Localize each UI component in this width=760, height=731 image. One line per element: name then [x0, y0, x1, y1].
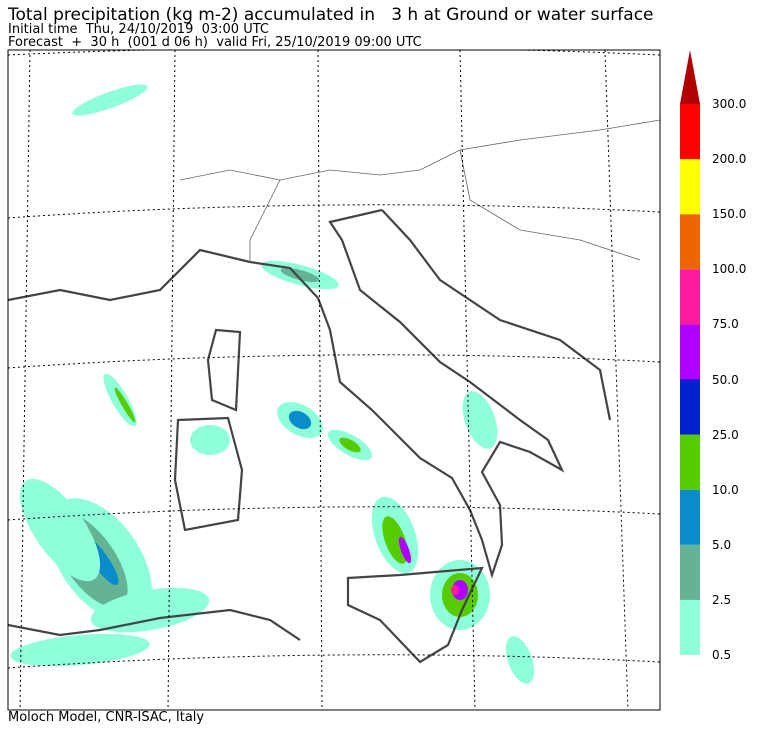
initial-time: Initial time Thu, 24/10/2019 03:00 UTC — [8, 22, 269, 37]
precipitation-area — [280, 267, 320, 283]
colorbar-segment — [680, 269, 700, 325]
colorbar-label: 200.0 — [712, 152, 747, 167]
colorbar-segment — [680, 214, 700, 270]
colorbar-label: 50.0 — [712, 372, 739, 387]
colorbar-segment — [680, 434, 700, 490]
colorbar-segment — [680, 104, 700, 160]
precipitation-area — [288, 410, 312, 430]
colorbar-label: 25.0 — [712, 427, 739, 442]
sicily-coastline — [346, 566, 484, 664]
map-frame — [7, 49, 661, 711]
colorbar-label: 0.5 — [712, 648, 732, 662]
colorbar-segment — [680, 599, 700, 655]
precipitation-area — [339, 437, 361, 453]
colorbar-segment — [680, 159, 700, 215]
precipitation-area — [10, 633, 150, 667]
precipitation-area — [505, 636, 535, 684]
graticule — [8, 50, 660, 710]
borders — [179, 119, 660, 262]
colorbar-label: 75.0 — [712, 317, 739, 332]
colorbar-segment — [680, 324, 700, 380]
precipitation-area — [90, 587, 210, 633]
sardinia-coastline — [173, 416, 244, 532]
corsica-coastline — [206, 328, 242, 412]
precipitation-area — [398, 536, 412, 564]
precipitation-area — [19, 478, 101, 582]
colorbar-label: 2.5 — [712, 592, 732, 607]
africa-coastline — [8, 608, 301, 641]
colorbar-extend-arrow — [680, 50, 700, 104]
colorbar-label: 100.0 — [712, 262, 747, 277]
precipitation-field — [10, 84, 535, 684]
colorbar-segment — [680, 489, 700, 545]
coastlines — [8, 208, 612, 664]
colorbar-label: 10.0 — [712, 482, 739, 497]
precipitation-area — [451, 585, 459, 595]
france-coastline — [8, 248, 251, 302]
precipitation-area — [462, 391, 498, 449]
colorbar — [680, 50, 700, 655]
precipitation-area — [114, 387, 136, 423]
colorbar-segment — [680, 379, 700, 435]
italy-coastline — [249, 208, 565, 579]
precipitation-area — [452, 580, 468, 600]
precipitation-area — [382, 516, 408, 564]
colorbar-segment — [680, 544, 700, 600]
map-title: Total precipitation (kg m-2) accumulated… — [8, 5, 654, 25]
balkan-coastline — [381, 209, 612, 421]
forecast-time: Forecast + 30 h (001 d 06 h) valid Fri, … — [8, 35, 422, 50]
precipitation-area — [72, 84, 148, 116]
colorbar-label: 5.0 — [712, 537, 732, 552]
colorbar-label: 150.0 — [712, 207, 747, 222]
colorbar-label: 300.0 — [712, 97, 747, 111]
footer-credit: Moloch Model, CNR-ISAC, Italy — [8, 710, 205, 725]
precipitation-area — [190, 425, 230, 455]
